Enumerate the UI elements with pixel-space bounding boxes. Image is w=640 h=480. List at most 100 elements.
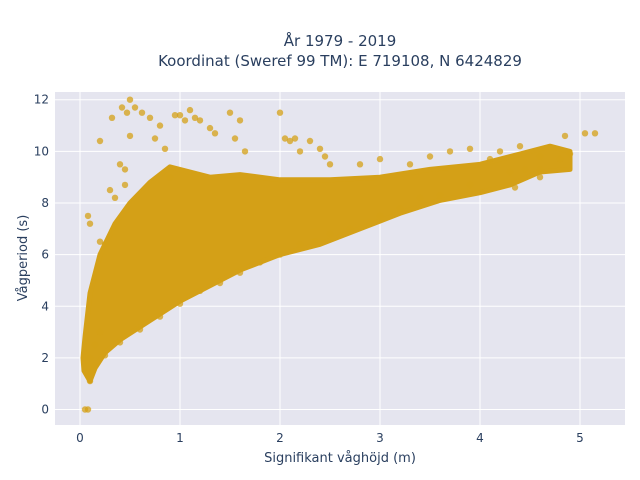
scatter-point (84, 372, 92, 380)
scatter-point (566, 150, 574, 158)
scatter-point (101, 241, 109, 248)
x-tick-label: 2 (276, 431, 284, 445)
scatter-point (236, 117, 244, 124)
scatter-point (291, 135, 299, 142)
scatter-point (106, 186, 114, 194)
scatter-point (101, 352, 109, 359)
scatter-point (256, 259, 264, 266)
scatter-point (108, 114, 116, 122)
scatter-point (181, 117, 189, 124)
scatter-point (281, 135, 289, 142)
scatter-point (136, 326, 144, 333)
scatter-point (138, 109, 146, 116)
x-tick-label: 1 (176, 431, 184, 445)
scatter-point (116, 339, 124, 346)
scatter-point (211, 130, 219, 137)
scatter-point (171, 112, 179, 119)
scatter-point (96, 137, 104, 145)
scatter-point (326, 230, 334, 238)
scatter-point (226, 109, 234, 116)
scatter-point (151, 135, 159, 142)
scatter-point (91, 362, 99, 369)
x-tick-label: 0 (76, 431, 84, 445)
scatter-point (591, 130, 599, 137)
scatter-point (286, 137, 294, 145)
scatter-point (166, 174, 174, 181)
scatter-point (116, 161, 124, 168)
scatter-point (446, 148, 454, 155)
scatter-point (216, 279, 224, 287)
y-axis-label: Vågperiod (s) (16, 215, 31, 302)
scatter-point (561, 132, 569, 140)
scatter-point (84, 212, 92, 220)
scatter-point (536, 153, 544, 160)
scatter-point (88, 367, 96, 374)
y-tick-label: 12 (34, 93, 49, 107)
scatter-point (206, 124, 214, 132)
scatter-point (146, 114, 154, 122)
x-tick-label: 3 (376, 431, 384, 445)
y-tick-label: 0 (41, 403, 49, 417)
scatter-point (96, 238, 104, 245)
scatter-point (581, 130, 589, 137)
scatter-point (436, 192, 444, 199)
x-axis-label: Signifikant våghöjd (m) (264, 451, 416, 466)
scatter-point (426, 153, 434, 160)
scatter-point (276, 251, 284, 258)
scatter-point (346, 225, 354, 232)
x-tick-label: 5 (576, 431, 584, 445)
scatter-point (536, 166, 544, 173)
scatter-point (241, 148, 249, 155)
scatter-point (236, 269, 244, 276)
scatter-point (156, 313, 164, 320)
scatter-point (416, 194, 424, 201)
scatter-point (118, 104, 126, 111)
scatter-point (84, 406, 92, 413)
scatter-point (231, 135, 239, 142)
y-tick-label: 4 (41, 299, 49, 313)
scatter-point (486, 155, 494, 163)
y-tick-label: 10 (34, 144, 49, 158)
scatter-point (311, 238, 319, 245)
scatter-point (376, 212, 384, 220)
scatter-point (276, 109, 284, 116)
scatter-point (296, 241, 304, 248)
y-tick-label: 8 (41, 196, 49, 210)
scatter-point (466, 145, 474, 152)
scatter-point (176, 112, 184, 119)
scatter-point (356, 161, 364, 168)
scatter-point (366, 220, 374, 227)
scatter-point (123, 109, 131, 116)
scatter-point (126, 132, 134, 140)
scatter-point (376, 155, 384, 163)
scatter-point (196, 117, 204, 124)
scatter-point (91, 341, 99, 349)
scatter-point (126, 96, 134, 103)
scatter-point (196, 287, 204, 294)
scatter-point (296, 148, 304, 155)
scatter-point (96, 328, 104, 336)
scatter-point (306, 137, 314, 145)
scatter-point (321, 153, 329, 160)
scatter-point (86, 377, 94, 385)
y-tick-label: 2 (41, 351, 49, 365)
chart-title-line2: Koordinat (Sweref 99 TM): E 719108, N 64… (158, 52, 522, 70)
scatter-point (496, 148, 504, 155)
scatter-point (161, 145, 169, 152)
scatter-point (191, 114, 199, 122)
scatter-point (506, 168, 514, 176)
y-tick-label: 6 (41, 248, 49, 262)
scatter-point (466, 181, 474, 189)
scatter-point (326, 161, 334, 168)
scatter-points (81, 96, 599, 413)
scatter-point (176, 300, 184, 307)
scatter-point (516, 143, 524, 150)
scatter-point (111, 194, 119, 201)
scatter-point (121, 166, 129, 173)
x-tick-label: 4 (476, 431, 484, 445)
scatter-point (86, 354, 94, 362)
scatter-point (86, 220, 94, 227)
